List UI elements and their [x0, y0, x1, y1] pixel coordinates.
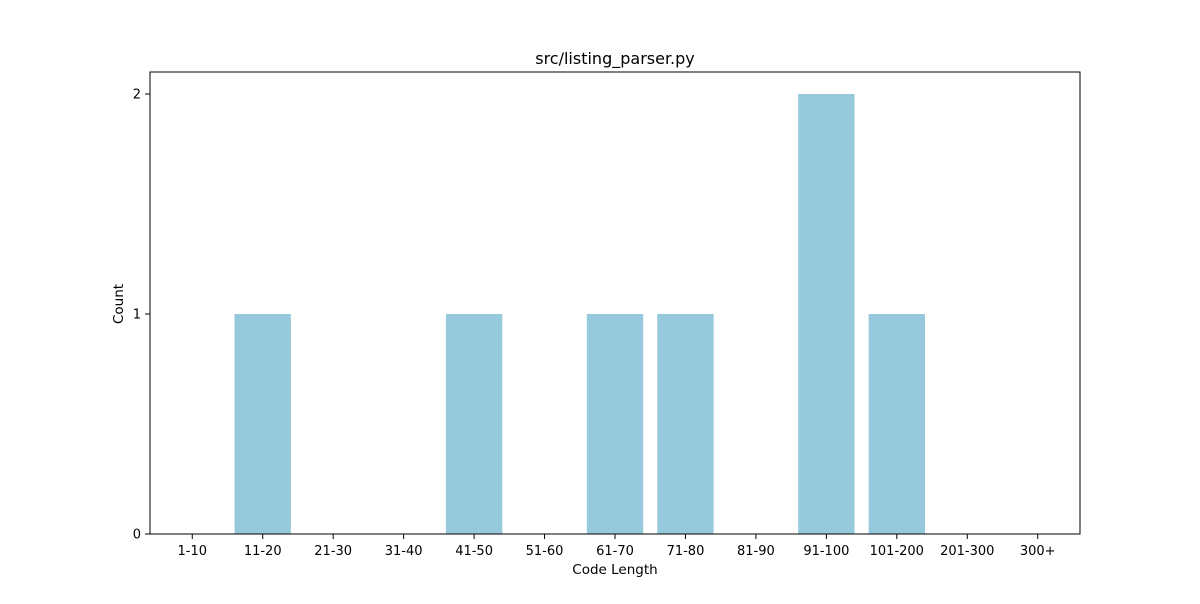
x-tick-label: 51-60: [526, 544, 564, 559]
x-tick-label: 91-100: [803, 544, 849, 559]
x-tick-label: 300+: [1020, 544, 1056, 559]
chart-title: src/listing_parser.py: [535, 49, 695, 69]
ticks-layer: 1-10 11-20 21-30 31-40 41-50 51-60 61-70 71-80 8…: [133, 88, 1056, 560]
x-tick-label: 31-40: [385, 544, 423, 559]
x-tick-label: 101-200: [870, 544, 924, 559]
bars-layer: [234, 94, 925, 534]
plot-frame: [149, 71, 1081, 535]
x-tick-label: 21-30: [314, 544, 352, 559]
bar-101-200: [868, 314, 925, 534]
x-tick-label: 41-50: [455, 544, 493, 559]
x-tick-label: 201-300: [940, 544, 994, 559]
bar-91-100: [798, 94, 855, 534]
y-axis-label: Count: [111, 284, 127, 324]
bar-61-70: [586, 314, 644, 534]
x-tick-label: 11-20: [244, 544, 282, 559]
y-tick-label: 0: [133, 528, 141, 543]
y-tick-label: 2: [133, 88, 141, 103]
bar-11-20: [234, 314, 291, 534]
x-tick-label: 1-10: [178, 544, 208, 559]
x-tick-label: 61-70: [596, 544, 634, 559]
bar-71-80: [657, 314, 714, 534]
bar-41-50: [445, 314, 503, 534]
x-tick-label: 71-80: [667, 544, 705, 559]
x-tick-label: 81-90: [737, 544, 775, 559]
x-axis-label: Code Length: [572, 562, 657, 578]
y-tick-label: 1: [133, 308, 141, 323]
